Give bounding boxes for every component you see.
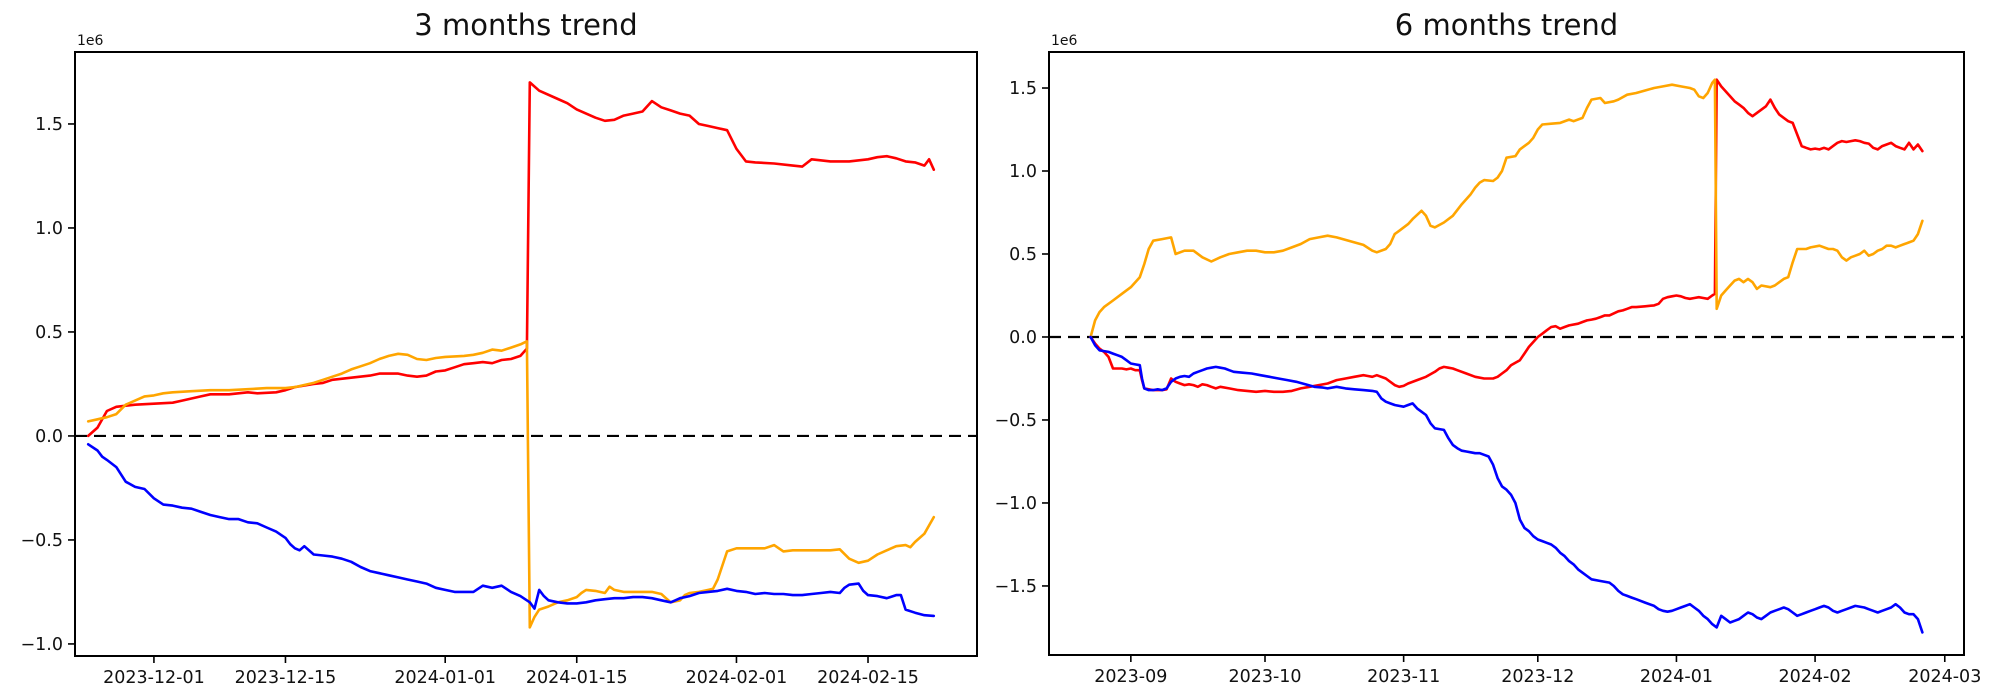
- y-tick-label: −0.5: [995, 411, 1038, 431]
- axes-box: [1048, 51, 1965, 656]
- x-tick-label: 2024-02-15: [817, 668, 919, 688]
- axes-box: [74, 51, 978, 657]
- y-tick-label: 1.5: [35, 115, 63, 135]
- x-tick-label: 2024-02-01: [686, 668, 788, 688]
- y-tick-label: −0.5: [21, 531, 64, 551]
- x-tick-label: 2023-11: [1367, 667, 1440, 687]
- y-tick-label: 0.5: [1009, 245, 1037, 265]
- x-tick-label: 2024-01-01: [394, 668, 496, 688]
- x-tick-label: 2023-12-15: [235, 668, 337, 688]
- y-tick-label: 0.5: [35, 323, 63, 343]
- chart-title-3-months: 3 months trend: [414, 8, 638, 42]
- y-axis-offset-label: 1e6: [1051, 33, 1078, 49]
- x-tick-label: 2023-12-01: [103, 668, 205, 688]
- x-tick-label: 2023-10: [1228, 667, 1301, 687]
- orange-series-line: [86, 339, 936, 629]
- x-tick-label: 2024-02: [1779, 667, 1852, 687]
- y-tick-label: 1.5: [1009, 79, 1037, 99]
- blue-series-line: [86, 442, 936, 618]
- y-tick-label: 0.0: [1009, 328, 1037, 348]
- blue-series-line: [1089, 335, 1924, 634]
- x-tick-label: 2024-03: [1908, 667, 1981, 687]
- x-tick-label: 2023-09: [1094, 667, 1167, 687]
- chart-title-6-months: 6 months trend: [1394, 8, 1619, 42]
- y-axis-offset-label: 1e6: [77, 33, 104, 49]
- x-tick-label: 2023-12: [1501, 667, 1574, 687]
- x-tick-label: 2024-01: [1640, 667, 1713, 687]
- orange-series-line: [1089, 78, 1924, 339]
- x-tick-label: 2024-01-15: [526, 668, 628, 688]
- y-tick-label: 1.0: [35, 219, 63, 239]
- y-tick-label: −1.5: [995, 577, 1038, 597]
- chart-0: 2023-12-01 2023-12-15 2024-01-01 2024-01-15…: [21, 51, 978, 688]
- red-series-line: [1089, 78, 1924, 394]
- red-series-line: [86, 81, 936, 438]
- y-tick-label: −1.0: [21, 635, 64, 655]
- chart-1: 2023-09 2023-10 2023-11 2023-12 2024-01 2024-…: [995, 51, 1981, 687]
- y-tick-label: −1.0: [995, 494, 1038, 514]
- y-tick-label: 0.0: [35, 427, 63, 447]
- y-tick-label: 1.0: [1009, 162, 1037, 182]
